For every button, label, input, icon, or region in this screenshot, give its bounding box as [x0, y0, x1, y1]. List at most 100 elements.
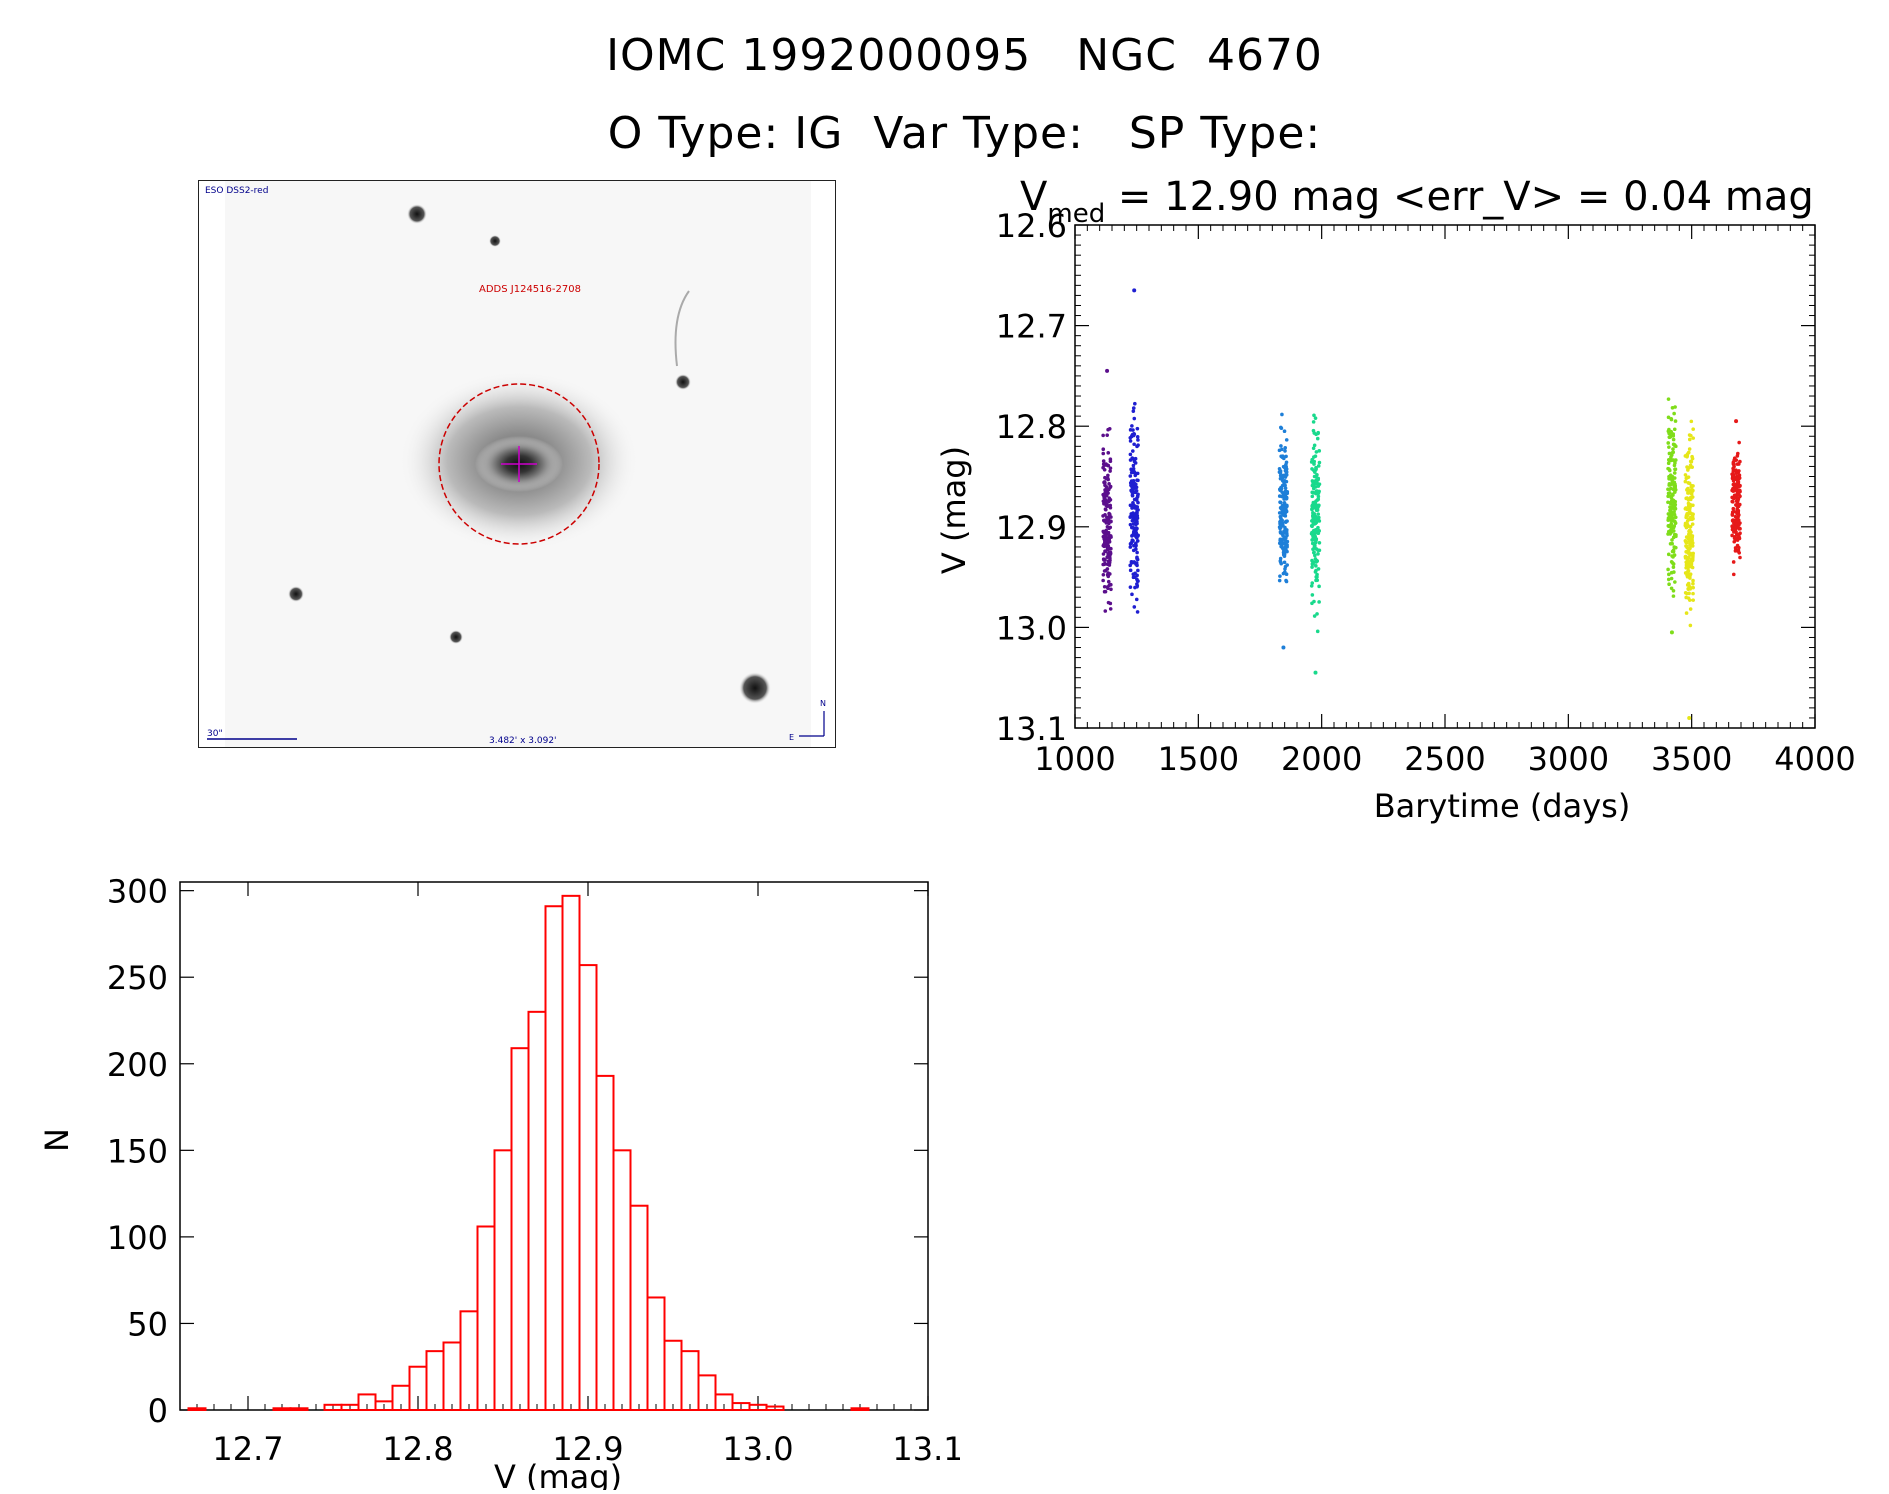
- light-curve-point: [1131, 548, 1136, 553]
- light-curve-point: [1315, 612, 1319, 616]
- light-curve-point: [1669, 494, 1673, 499]
- light-curve-point: [1666, 512, 1671, 516]
- light-curve-point: [1670, 554, 1674, 558]
- light-curve-point: [1102, 558, 1106, 562]
- light-curve-point: [1311, 491, 1316, 495]
- light-curve-point: [1666, 397, 1671, 401]
- light-curve-point: [1735, 538, 1740, 542]
- light-curve-point: [1132, 416, 1137, 421]
- light-curve-point: [1279, 525, 1283, 529]
- histogram-bar: [663, 1339, 683, 1411]
- light-curve-point: [1673, 484, 1677, 488]
- light-curve-point: [1737, 527, 1741, 531]
- light-curve-point: [1108, 556, 1112, 560]
- light-curve-xtick-label: 4000: [1774, 740, 1855, 778]
- light-curve-point: [1316, 464, 1321, 468]
- light-curve-point: [1101, 552, 1106, 556]
- light-curve-point: [1671, 565, 1676, 569]
- light-curve-point: [1128, 545, 1133, 549]
- light-curve-point: [1734, 468, 1738, 473]
- light-curve-point: [1672, 524, 1677, 528]
- light-curve-point: [1136, 500, 1140, 505]
- light-curve-title: Vmed = 12.90 mag <err_V> = 0.04 mag: [1020, 174, 1814, 229]
- light-curve-point: [1102, 569, 1107, 573]
- histogram-bar: [629, 1204, 649, 1411]
- light-curve-point: [1689, 459, 1694, 464]
- chart-title-line-1: IOMC 1992000095 NGC 4670: [606, 30, 1323, 81]
- light-curve-point: [1666, 487, 1670, 492]
- light-curve-point: [1128, 435, 1133, 440]
- light-curve-point: [1674, 534, 1678, 539]
- light-curve-point: [1109, 587, 1113, 592]
- light-curve-point: [1730, 510, 1735, 514]
- light-curve-point: [1312, 443, 1317, 448]
- light-curve-point: [1735, 476, 1739, 480]
- light-curve-point: [1309, 584, 1314, 588]
- light-curve-point: [1280, 454, 1285, 458]
- light-curve-point: [1690, 517, 1694, 522]
- light-curve-point: [1135, 563, 1139, 568]
- light-curve-point: [1317, 548, 1322, 553]
- light-curve-point: [1108, 459, 1113, 464]
- light-curve-point: [1666, 577, 1671, 582]
- histogram-bar: [595, 1074, 615, 1411]
- light-curve-point: [1282, 500, 1287, 505]
- light-curve-point: [1672, 411, 1676, 416]
- light-curve-point: [1132, 490, 1137, 495]
- light-curve-point: [1317, 600, 1321, 604]
- light-curve-point: [1108, 503, 1113, 508]
- light-curve-point: [1669, 576, 1674, 581]
- light-curve-point: [1688, 503, 1693, 507]
- light-curve-point: [1734, 471, 1739, 475]
- light-curve-point: [1691, 578, 1695, 583]
- light-curve-point: [1685, 540, 1689, 545]
- histogram-bar: [561, 894, 581, 1411]
- light-curve-point: [1102, 467, 1107, 472]
- light-curve-point: [1106, 600, 1111, 605]
- light-curve-point: [1101, 578, 1105, 583]
- light-curve-point: [1688, 574, 1692, 578]
- light-curve-point: [1283, 449, 1287, 453]
- light-curve-point: [1103, 488, 1107, 492]
- light-curve-point: [1130, 518, 1135, 523]
- light-curve-point: [1106, 579, 1111, 584]
- light-curve-point: [1108, 607, 1113, 611]
- light-curve-point: [1136, 492, 1140, 497]
- light-curve-point: [1691, 427, 1695, 431]
- light-curve-point: [1284, 509, 1289, 514]
- light-curve-point: [1688, 496, 1693, 500]
- light-curve-point: [1107, 512, 1112, 517]
- light-curve-point: [1283, 468, 1288, 473]
- light-curve-point: [1278, 519, 1283, 524]
- light-curve-point: [1102, 494, 1106, 499]
- light-curve-point: [1315, 559, 1319, 563]
- light-curve-point: [1106, 451, 1111, 455]
- light-curve-point: [1688, 587, 1693, 591]
- light-curve-point: [1133, 456, 1138, 461]
- light-curve-point: [1736, 493, 1741, 497]
- light-curve-point: [1738, 555, 1742, 560]
- scale-label: 30": [207, 729, 223, 739]
- light-curve-point: [1667, 572, 1671, 577]
- light-curve-point: [1106, 473, 1110, 478]
- light-curve-point: [1669, 521, 1674, 526]
- light-curve-point: [1283, 570, 1287, 574]
- survey-label: ESO DSS2-red: [205, 186, 268, 196]
- light-curve-point: [1733, 494, 1738, 498]
- light-curve-point: [1686, 524, 1691, 528]
- light-curve-point: [1314, 575, 1318, 579]
- light-curve-point: [1101, 447, 1106, 452]
- light-curve-outlier-point: [1687, 715, 1692, 720]
- light-curve-point: [1668, 500, 1673, 505]
- light-curve-point: [1732, 482, 1737, 486]
- light-curve-point: [1311, 446, 1316, 451]
- histogram-bar: [459, 1310, 479, 1411]
- light-curve-point: [1107, 572, 1112, 576]
- histogram-axes: 12.7 12.8 12.9 13.0 13.1 0 50 100 150 200 250 300: [107, 873, 960, 1468]
- light-curve-point: [1109, 535, 1113, 539]
- light-curve-point: [1108, 485, 1112, 490]
- light-curve-point: [1134, 527, 1138, 531]
- histogram-xtick-label: 13.0: [722, 1430, 793, 1468]
- light-curve-point: [1312, 459, 1317, 464]
- light-curve-point: [1669, 429, 1673, 434]
